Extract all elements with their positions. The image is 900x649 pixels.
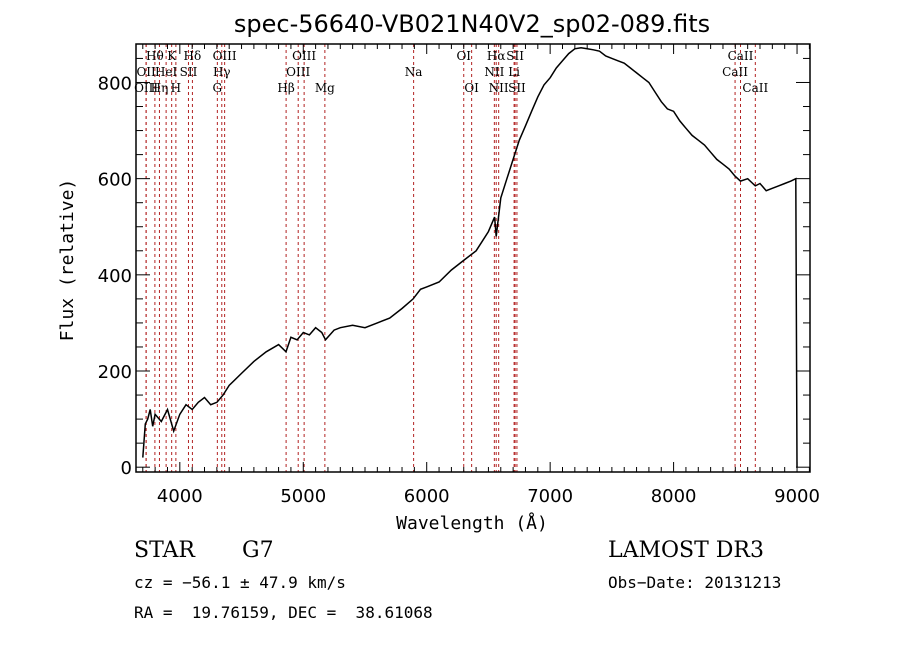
line-marker-label: Hθ bbox=[146, 49, 164, 63]
line-marker-label: HeI bbox=[155, 65, 178, 79]
line-marker-label: SII bbox=[506, 49, 524, 63]
y-tick-label: 600 bbox=[98, 170, 132, 191]
y-tick-label: 0 bbox=[121, 458, 132, 479]
line-marker-label: OIII bbox=[292, 49, 316, 63]
line-marker-label: OIII bbox=[213, 49, 237, 63]
spectrum-line bbox=[142, 47, 798, 468]
x-tick-label: 9000 bbox=[774, 486, 820, 507]
line-marker-label: G bbox=[213, 81, 223, 95]
x-axis-ticks: 4000 5000 6000 7000 8000 9000 bbox=[142, 44, 820, 507]
line-marker-label: SII bbox=[508, 81, 526, 95]
x-tick-label: 4000 bbox=[157, 486, 203, 507]
y-axis-ticks: 0 200 400 600 800 bbox=[98, 57, 810, 479]
y-tick-label: 400 bbox=[98, 266, 132, 287]
line-marker-label: OIII bbox=[134, 81, 158, 95]
object-class: STAR bbox=[134, 538, 195, 563]
line-marker-label: Hβ bbox=[277, 81, 294, 95]
line-marker-label: Hα bbox=[487, 49, 506, 63]
y-axis-label: Flux (relative) bbox=[57, 179, 78, 342]
redshift-text: cz = −56.1 ± 47.9 km/s bbox=[134, 573, 346, 592]
line-marker-label: OI bbox=[464, 81, 479, 95]
line-marker-label: K bbox=[167, 49, 177, 63]
x-tick-label: 8000 bbox=[651, 486, 697, 507]
line-marker-label: NII bbox=[484, 65, 504, 79]
line-marker-label: OI bbox=[456, 49, 471, 63]
line-marker-label: OII bbox=[136, 65, 156, 79]
line-marker-labels: Hθ OII OIII K HeI Hη Hδ SII H OIII Hγ G OIII OIII Hβ Mg… bbox=[134, 49, 768, 95]
line-marker-label: CaII bbox=[722, 65, 748, 79]
line-marker-label: Na bbox=[405, 65, 423, 79]
survey-label: LAMOST DR3 bbox=[608, 538, 764, 563]
object-subclass: G7 bbox=[242, 538, 274, 563]
x-tick-label: 5000 bbox=[280, 486, 326, 507]
line-marker-label: Li bbox=[508, 65, 520, 79]
x-axis-label: Wavelength (Å) bbox=[396, 512, 548, 534]
line-marker-label: SII bbox=[180, 65, 198, 79]
plot-frame bbox=[135, 43, 811, 473]
line-marker-label: Mg bbox=[315, 81, 335, 95]
x-tick-label: 6000 bbox=[404, 486, 450, 507]
line-marker-label: CaII bbox=[742, 81, 768, 95]
spectrum-chart: spec-56640-VB021N40V2_sp02-089.fits Hθ OI… bbox=[57, 10, 820, 534]
line-marker-label: Hγ bbox=[213, 65, 231, 79]
line-markers bbox=[145, 44, 756, 472]
line-marker-label: H bbox=[171, 81, 181, 95]
line-marker-label: OIII bbox=[286, 65, 310, 79]
line-marker-label: Hη bbox=[151, 81, 169, 95]
coordinates-text: RA = 19.76159, DEC = 38.61068 bbox=[134, 603, 433, 622]
line-marker-label: CaII bbox=[728, 49, 754, 63]
x-tick-label: 7000 bbox=[527, 486, 573, 507]
chart-title: spec-56640-VB021N40V2_sp02-089.fits bbox=[234, 10, 710, 38]
y-tick-label: 200 bbox=[98, 362, 132, 383]
obs-date-text: Obs−Date: 20131213 bbox=[608, 573, 782, 592]
y-tick-label: 800 bbox=[98, 73, 132, 94]
line-marker-label: Hδ bbox=[184, 49, 202, 63]
line-marker-label: NII bbox=[489, 81, 509, 95]
